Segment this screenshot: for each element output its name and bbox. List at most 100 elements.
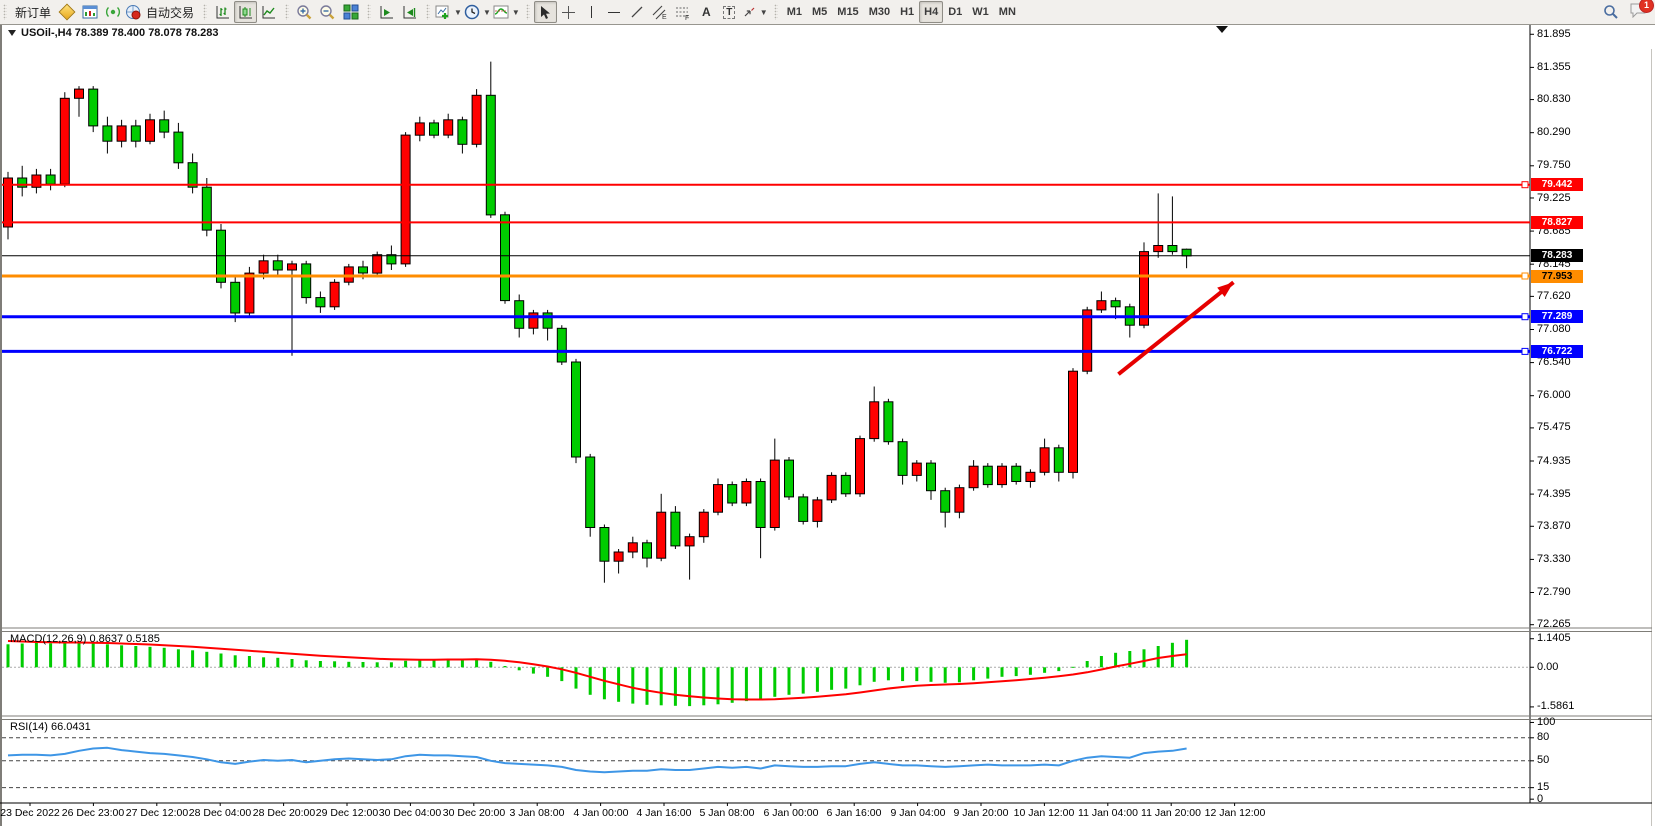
line-drag-handle[interactable] bbox=[1521, 313, 1529, 321]
price-axis-tick-label[interactable]: 81.895 bbox=[1537, 27, 1571, 40]
candlestick-button[interactable] bbox=[234, 1, 258, 23]
toolbar-grip[interactable] bbox=[203, 4, 208, 20]
chart-shift-button[interactable] bbox=[398, 1, 421, 23]
auto-scroll-button[interactable] bbox=[375, 1, 398, 23]
horizontal-line-button[interactable] bbox=[603, 1, 626, 23]
price-axis-tick-label[interactable]: 74.935 bbox=[1537, 454, 1571, 467]
timeframe-h1-button[interactable]: H1 bbox=[900, 6, 915, 18]
macd-axis-tick-label[interactable]: -1.5861 bbox=[1537, 700, 1575, 713]
time-axis-tick-label[interactable]: 28 Dec 04:00 bbox=[188, 807, 252, 819]
time-axis-tick-label[interactable]: 30 Dec 20:00 bbox=[442, 807, 506, 819]
price-axis-tick-label[interactable]: 73.870 bbox=[1537, 519, 1571, 532]
timeframe-m1-button[interactable]: M1 bbox=[786, 6, 802, 18]
time-axis-tick-label[interactable]: 3 Jan 08:00 bbox=[509, 807, 565, 819]
price-axis-tick-label[interactable]: 77.080 bbox=[1537, 323, 1571, 335]
timeframe-w1-button[interactable]: W1 bbox=[972, 6, 989, 18]
expander-triangle-icon[interactable] bbox=[8, 30, 16, 36]
toolbar-grip[interactable] bbox=[773, 4, 778, 20]
cursor-button[interactable] bbox=[533, 1, 557, 23]
new-chart-dropdown[interactable]: ▼ bbox=[434, 1, 463, 23]
equidistant-channel-button[interactable]: E bbox=[649, 1, 672, 23]
arrows-dropdown[interactable]: ▼ bbox=[741, 1, 769, 23]
toolbar-grip[interactable] bbox=[525, 4, 530, 20]
candle-body bbox=[429, 122, 439, 136]
timeframe-m5-button[interactable]: M5 bbox=[812, 6, 828, 18]
toolbar-grip[interactable] bbox=[367, 4, 372, 20]
vertical-line-button[interactable] bbox=[580, 1, 603, 23]
autotrading-button[interactable]: 自动交易 bbox=[124, 1, 198, 23]
time-axis-tick-label[interactable]: 6 Jan 16:00 bbox=[826, 807, 882, 819]
price-axis-tick-label[interactable]: 75.475 bbox=[1537, 421, 1571, 434]
toolbar-grip[interactable] bbox=[3, 4, 7, 20]
time-axis-tick-label[interactable]: 6 Jan 00:00 bbox=[763, 807, 819, 819]
time-axis-tick-label[interactable]: 23 Dec 2022 bbox=[0, 807, 60, 819]
timeframe-mn-button[interactable]: MN bbox=[998, 6, 1016, 18]
price-axis-tick-label[interactable]: 74.395 bbox=[1537, 487, 1571, 500]
price-axis-tick-label[interactable]: 76.540 bbox=[1537, 356, 1571, 369]
search-icon[interactable] bbox=[1603, 4, 1619, 20]
macd-axis-tick-label[interactable]: 1.1405 bbox=[1537, 632, 1571, 645]
toolbar-grip[interactable] bbox=[285, 4, 290, 20]
rsi-axis-tick-label[interactable]: 100 bbox=[1537, 716, 1556, 728]
price-level-badge: 78.283 bbox=[1531, 249, 1583, 263]
text-label-button[interactable]: T bbox=[718, 1, 741, 23]
trend-arrow-head[interactable] bbox=[1217, 282, 1234, 297]
price-axis-tick-label[interactable]: 72.790 bbox=[1537, 586, 1571, 598]
rsi-axis-tick-label[interactable]: 0 bbox=[1537, 792, 1544, 805]
price-axis-tick-label[interactable]: 79.750 bbox=[1537, 159, 1571, 172]
time-axis-tick-label[interactable]: 26 Dec 23:00 bbox=[61, 807, 125, 819]
trend-arrow[interactable] bbox=[1117, 280, 1235, 376]
zoom-in-button[interactable] bbox=[293, 1, 316, 23]
crosshair-button[interactable] bbox=[557, 1, 580, 23]
toolbar-grip[interactable] bbox=[426, 4, 431, 20]
line-drag-handle[interactable] bbox=[1521, 347, 1529, 355]
price-axis-tick-label[interactable]: 76.000 bbox=[1537, 389, 1571, 402]
time-axis-tick-label[interactable]: 5 Jan 08:00 bbox=[699, 807, 755, 819]
text-button[interactable]: A bbox=[695, 1, 718, 23]
price-axis-tick-label[interactable]: 79.225 bbox=[1537, 191, 1571, 204]
rsi-axis-tick-label[interactable]: 80 bbox=[1537, 731, 1550, 744]
line-chart-button[interactable] bbox=[257, 1, 280, 23]
price-axis-tick-label[interactable]: 72.265 bbox=[1537, 618, 1571, 631]
time-axis-tick-label[interactable]: 30 Dec 04:00 bbox=[378, 807, 442, 819]
zoom-out-button[interactable] bbox=[316, 1, 339, 23]
chart-shift-marker-icon[interactable] bbox=[1216, 26, 1228, 33]
time-axis-tick-label[interactable]: 29 Dec 12:00 bbox=[315, 807, 379, 819]
rsi-axis-tick-label[interactable]: 15 bbox=[1537, 781, 1550, 794]
trendline-button[interactable] bbox=[626, 1, 649, 23]
indicators-dropdown[interactable]: ▼ bbox=[492, 1, 521, 23]
signals-button[interactable] bbox=[101, 1, 124, 23]
line-drag-handle[interactable] bbox=[1521, 181, 1529, 189]
rsi-axis-tick-label[interactable]: 50 bbox=[1537, 754, 1550, 767]
time-axis-tick-label[interactable]: 28 Dec 20:00 bbox=[252, 807, 316, 819]
metaeditor-button[interactable] bbox=[55, 1, 78, 23]
price-axis-tick-label[interactable]: 81.355 bbox=[1537, 60, 1571, 73]
price-axis-tick-label[interactable]: 80.830 bbox=[1537, 93, 1571, 106]
time-axis-tick-label[interactable]: 11 Jan 20:00 bbox=[1141, 807, 1201, 819]
time-axis-tick-label[interactable]: 12 Jan 12:00 bbox=[1204, 807, 1266, 819]
price-axis-tick-label[interactable]: 77.620 bbox=[1537, 289, 1571, 302]
bar-chart-button[interactable] bbox=[211, 1, 234, 23]
time-axis-tick-label[interactable]: 27 Dec 12:00 bbox=[125, 807, 189, 819]
timeframe-h4-button[interactable]: H4 bbox=[919, 1, 944, 23]
period-dropdown[interactable]: ▼ bbox=[463, 1, 492, 23]
time-axis-tick-label[interactable]: 10 Jan 12:00 bbox=[1013, 807, 1075, 819]
terminal-button[interactable] bbox=[78, 1, 101, 23]
price-axis-tick-label[interactable]: 73.330 bbox=[1537, 552, 1571, 565]
new-order-button[interactable]: 新订单 bbox=[11, 1, 55, 23]
line-drag-handle[interactable] bbox=[1521, 272, 1529, 280]
timeframe-d1-button[interactable]: D1 bbox=[948, 6, 963, 18]
time-axis-tick-label[interactable]: 11 Jan 04:00 bbox=[1078, 807, 1138, 819]
chat-button[interactable]: 1 bbox=[1629, 0, 1654, 23]
time-axis-tick-label[interactable]: 4 Jan 00:00 bbox=[573, 807, 629, 819]
price-axis-tick-label[interactable]: 80.290 bbox=[1537, 126, 1571, 139]
time-axis-tick-label[interactable]: 4 Jan 16:00 bbox=[636, 807, 692, 819]
tile-windows-button[interactable] bbox=[339, 1, 362, 23]
time-axis-tick-label[interactable]: 9 Jan 20:00 bbox=[953, 807, 1009, 819]
macd-axis-tick-label[interactable]: 0.00 bbox=[1537, 660, 1559, 673]
fibonacci-button[interactable]: F bbox=[672, 1, 695, 23]
timeframe-m15-button[interactable]: M15 bbox=[837, 6, 859, 18]
time-axis-tick-label[interactable]: 9 Jan 04:00 bbox=[890, 807, 946, 819]
timeframe-m30-button[interactable]: M30 bbox=[868, 6, 891, 18]
